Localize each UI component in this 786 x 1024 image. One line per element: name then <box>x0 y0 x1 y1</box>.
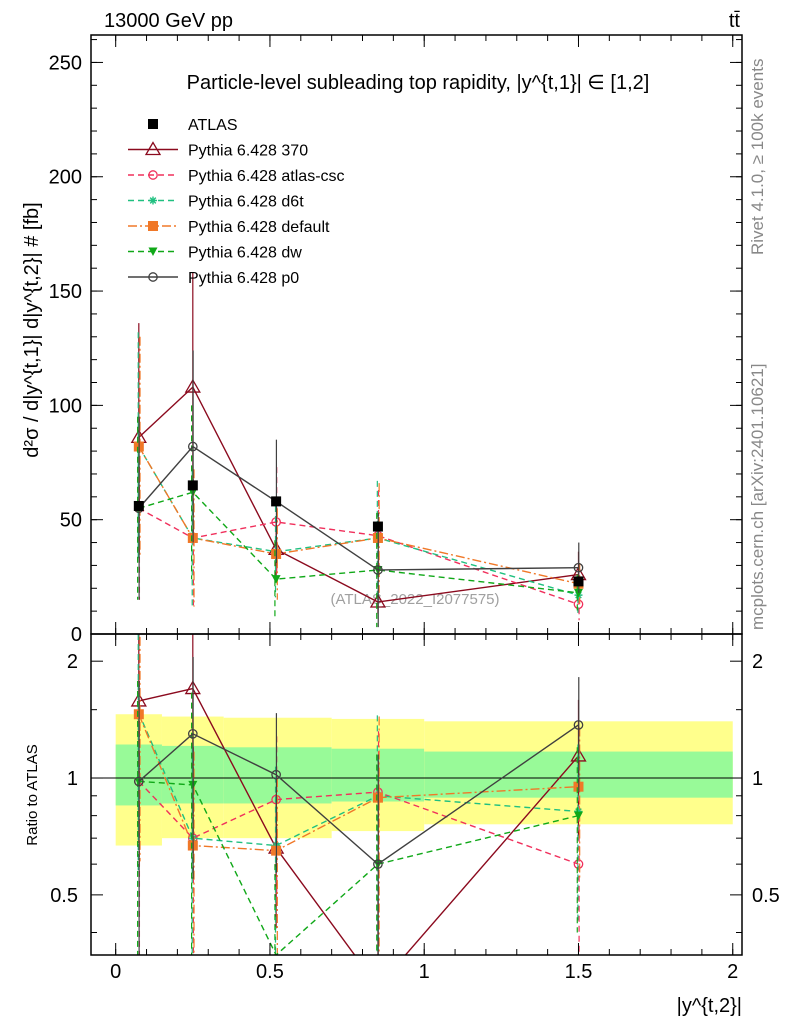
series-line <box>138 507 579 605</box>
watermark: (ATLAS_2022_I2077575) <box>330 591 499 608</box>
header-process: tt̄ <box>729 10 741 32</box>
legend-label: Pythia 6.428 p0 <box>188 270 299 287</box>
legend: ATLAS Pythia 6.428 370 Pythia 6.428 atlas-… <box>128 117 345 287</box>
legend-label: Pythia 6.428 atlas-csc <box>188 168 345 185</box>
y-tick-label: 200 <box>49 167 82 189</box>
x-tick-label: 2 <box>727 961 738 983</box>
legend-label: Pythia 6.428 default <box>188 219 330 236</box>
chart-title: Particle-level subleading top rapidity, … <box>187 72 650 94</box>
legend-marker <box>149 196 157 205</box>
x-tick-label: 0 <box>110 961 121 983</box>
ratio-y-tick-label: 2 <box>67 651 78 673</box>
series-line <box>138 491 579 594</box>
y-tick-label: 250 <box>49 52 82 74</box>
series-line <box>138 445 579 571</box>
ratio-marker <box>573 720 584 730</box>
series-4 <box>134 405 583 955</box>
data-point <box>372 521 383 532</box>
rivet-version-label: Rivet 4.1.0, ≥ 100k events <box>748 59 767 255</box>
series-2 <box>134 332 583 955</box>
series-marker <box>187 441 198 452</box>
data-point <box>271 496 282 507</box>
legend-label: Pythia 6.428 dw <box>188 245 302 262</box>
series-line <box>138 446 579 596</box>
x-tick-label: 1.5 <box>565 961 593 983</box>
ratio-marker <box>373 859 383 869</box>
ratio-marker <box>574 807 583 816</box>
ratio-series-line <box>138 712 579 847</box>
series-marker <box>573 588 583 598</box>
series-marker <box>373 565 383 575</box>
ratio-y-axis-label: Ratio to ATLAS <box>24 744 41 845</box>
y-tick-label: 0 <box>71 624 82 646</box>
x-axis-label: |y^{t,2}| <box>677 995 742 1017</box>
series-5 <box>133 350 584 955</box>
x-tick-label: 0.5 <box>256 961 284 983</box>
data-point <box>133 500 144 511</box>
legend-label: Pythia 6.428 d6t <box>188 194 304 211</box>
y-tick-label: 50 <box>60 510 82 532</box>
ratio-y-tick-label: 1 <box>67 768 78 790</box>
series-line <box>138 385 579 603</box>
ratio-y-tick-label-right: 2 <box>752 651 763 673</box>
y-axis-label: d²σ / d|y^{t,1}| d|y^{t,2}| # [fb] <box>21 202 43 457</box>
legend-marker <box>144 141 162 156</box>
ratio-marker <box>573 859 584 869</box>
ratio-marker <box>133 776 144 787</box>
data-point <box>187 480 198 491</box>
legend-marker <box>148 170 158 180</box>
legend-marker <box>148 221 158 231</box>
ratio-frame <box>90 633 743 956</box>
x-tick-label: 1 <box>419 961 430 983</box>
series-3 <box>133 336 584 955</box>
legend-label: ATLAS <box>188 117 238 134</box>
series-marker <box>271 575 281 584</box>
legend-label: Pythia 6.428 370 <box>188 143 308 160</box>
ratio-y-tick-label-right: 0.5 <box>752 885 780 907</box>
series-marker <box>573 562 584 573</box>
series-0 <box>130 272 587 955</box>
ratio-marker <box>573 811 583 821</box>
ratio-marker <box>271 769 281 780</box>
y-tick-label: 100 <box>49 395 82 417</box>
data-point <box>573 576 584 587</box>
data-series <box>133 480 584 587</box>
legend-marker <box>148 119 158 129</box>
series-line <box>138 446 579 585</box>
series-1 <box>133 416 584 955</box>
series-marker <box>573 599 584 610</box>
source-label: mcplots.cern.ch [arXiv:2401.10621] <box>748 364 767 630</box>
ratio-y-tick-label-right: 1 <box>752 768 763 790</box>
legend-marker <box>148 247 158 256</box>
legend-marker <box>148 272 158 282</box>
y-tick-label: 150 <box>49 281 82 303</box>
ratio-y-tick-label: 0.5 <box>50 885 78 907</box>
ratio-marker <box>187 728 198 739</box>
header-energy: 13000 GeV pp <box>104 10 233 32</box>
